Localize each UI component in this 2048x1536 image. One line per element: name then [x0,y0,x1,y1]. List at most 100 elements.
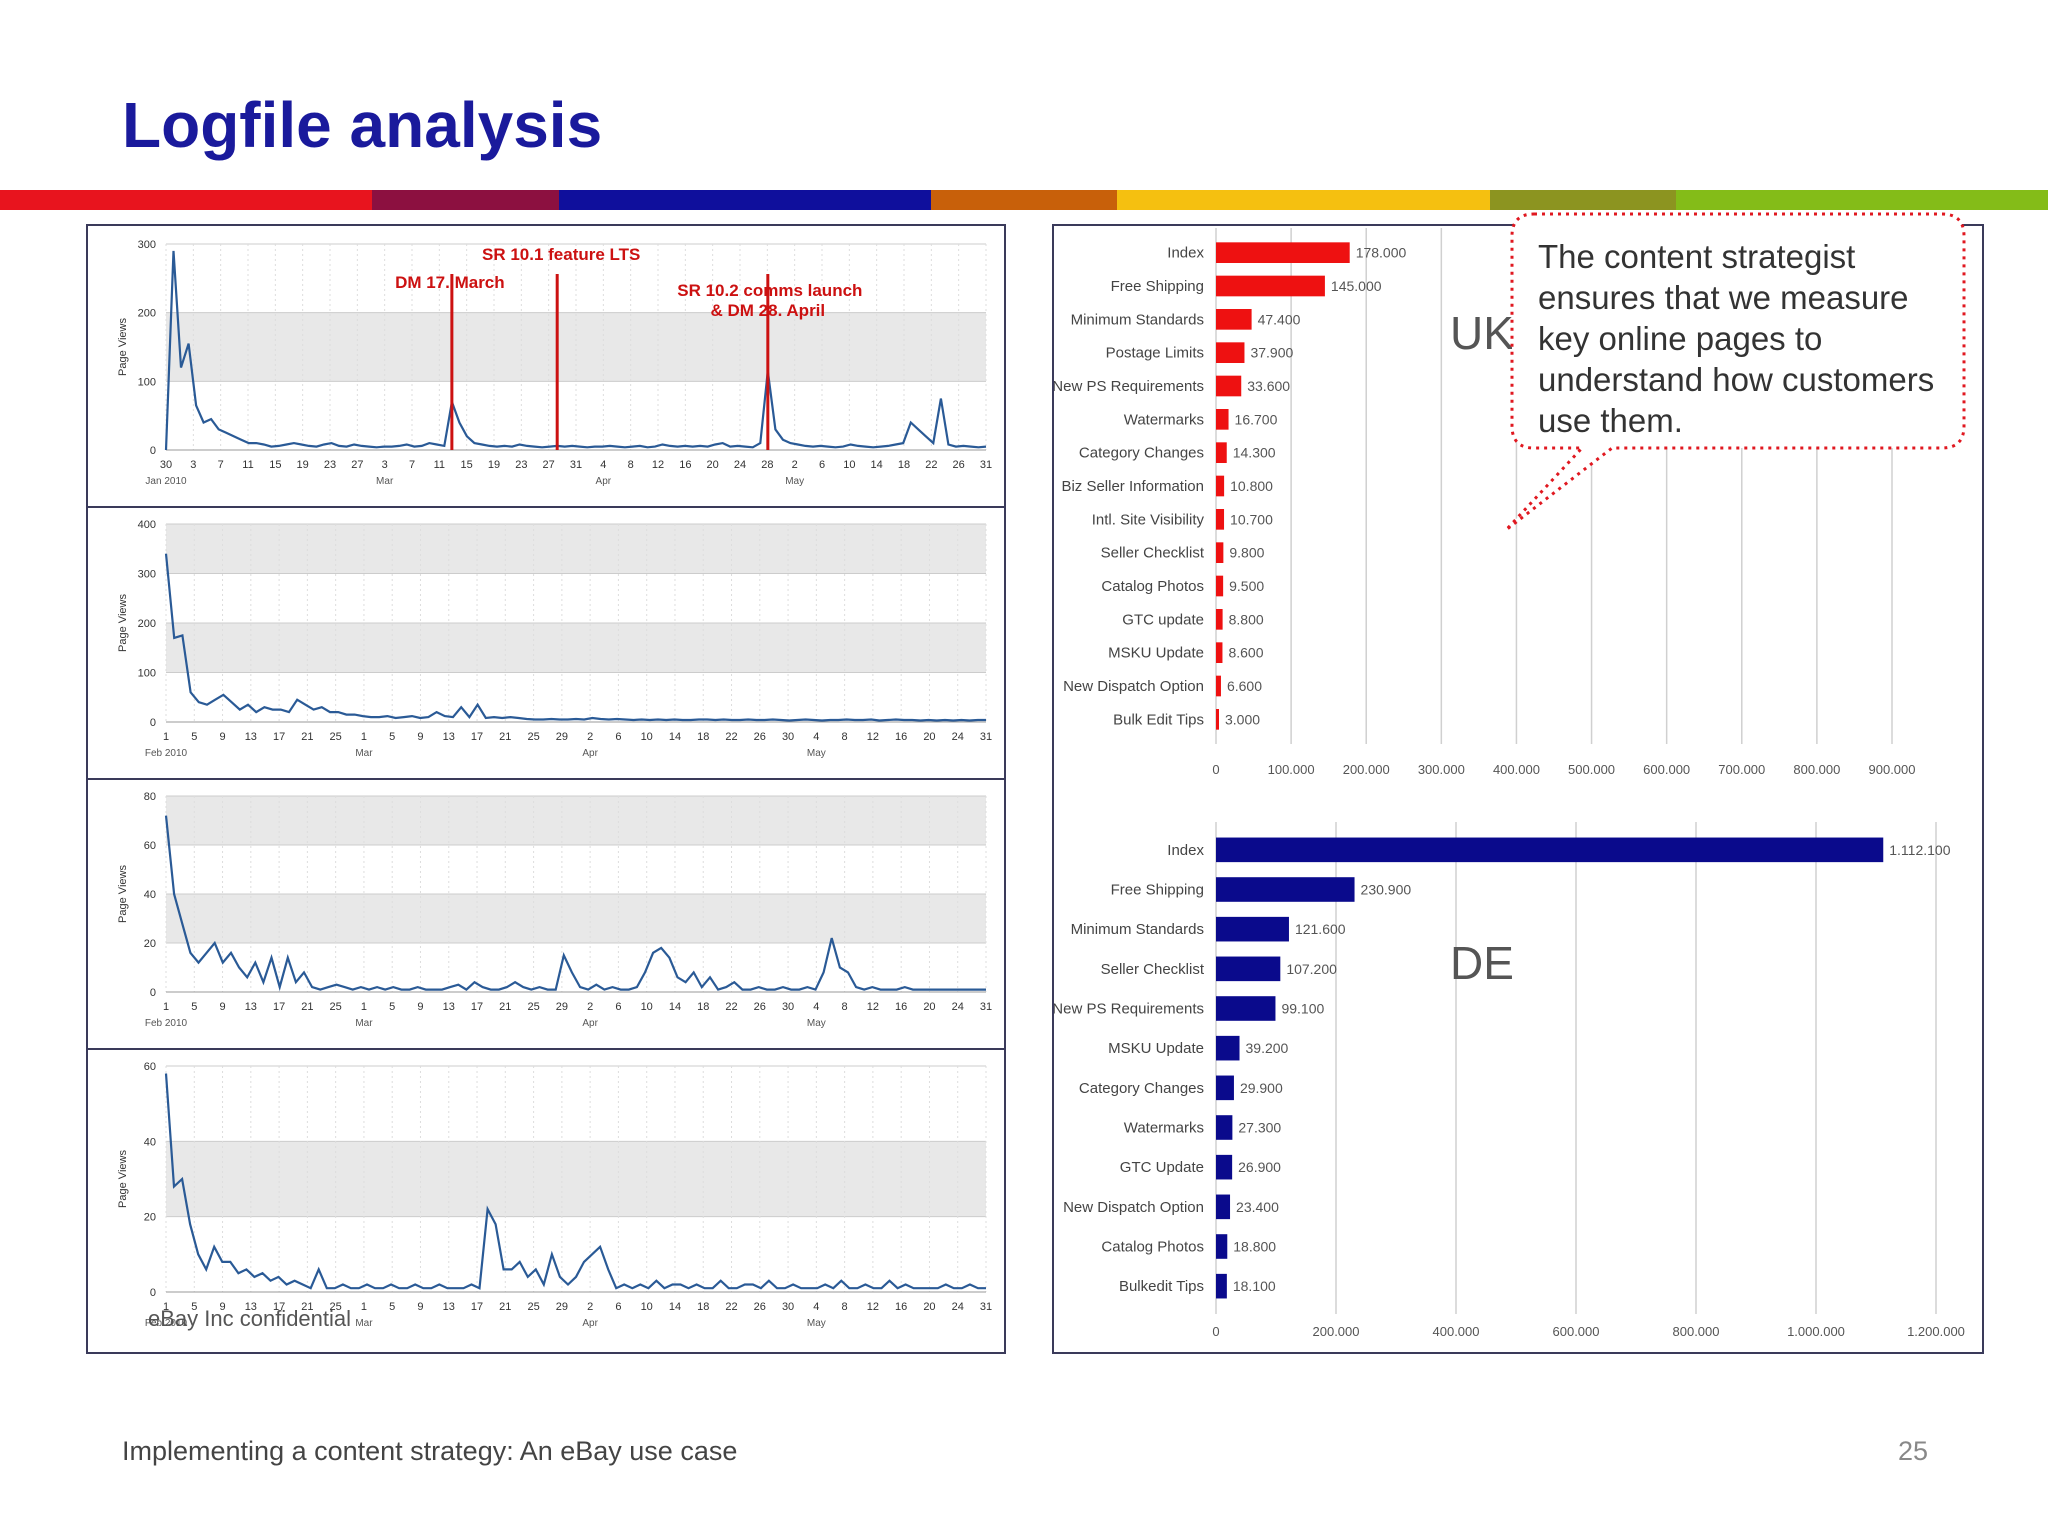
x-tick-label: 24 [952,1301,964,1313]
x-tick-label: 25 [527,731,539,743]
y-tick-label: 40 [144,1136,156,1148]
x-tick-label: 8 [628,459,634,471]
bar [1216,1273,1227,1299]
slide-title: Logfile analysis [122,89,603,161]
x-tick-label: 14 [669,1001,681,1013]
x-tick-label: 30 [782,731,794,743]
y-tick-label: 0 [150,1287,156,1299]
color-stripe [0,190,2048,210]
month-label: Apr [582,1318,598,1329]
y-tick-label: 400 [138,519,156,531]
x-tick-label: 9 [219,1001,225,1013]
x-tick-label: 20 [707,459,719,471]
x-tick-label: 22 [725,731,737,743]
category-label: Watermarks [1124,411,1204,428]
x-tick-label: 26 [953,459,965,471]
value-label: 26.900 [1238,1159,1281,1175]
value-label: 3.000 [1225,711,1260,727]
x-tick-label: 12 [867,1301,879,1313]
x-tick-label: 400.000 [1433,1324,1480,1339]
x-tick-label: 7 [409,459,415,471]
chart-divider [88,1048,1004,1050]
x-tick-label: 10 [641,1001,653,1013]
category-label: New PS Requirements [1054,378,1204,395]
x-tick-label: 17 [273,1001,285,1013]
bar [1216,1234,1228,1259]
x-tick-label: 30 [160,459,172,471]
x-tick-label: 500.000 [1568,762,1615,777]
x-tick-label: 23 [324,459,336,471]
category-label: Biz Seller Information [1061,478,1204,495]
category-label: Seller Checklist [1101,545,1205,562]
bar [1216,509,1225,530]
x-tick-label: 12 [867,1001,879,1013]
bar [1216,1154,1233,1180]
x-tick-label: 5 [191,731,197,743]
x-tick-label: 300.000 [1418,762,1465,777]
month-label: Apr [596,476,612,487]
category-label: Index [1167,245,1204,262]
category-label: Bulk Edit Tips [1113,711,1204,728]
x-tick-label: 29 [556,1001,568,1013]
x-tick-label: 13 [443,731,455,743]
x-tick-label: 18 [697,1001,709,1013]
category-label: Catalog Photos [1101,1239,1204,1256]
bar [1216,1194,1231,1220]
y-tick-label: 300 [138,569,156,581]
stripe-segment [558,190,745,210]
x-tick-label: 14 [871,459,883,471]
x-tick-label: 31 [980,1001,992,1013]
value-label: 99.100 [1281,1001,1324,1017]
y-axis-label: Page Views [117,865,129,923]
x-tick-label: 9 [219,1301,225,1313]
y-tick-label: 60 [144,840,156,852]
bar [1216,475,1225,497]
stripe-segment [1489,190,1676,210]
bar [1216,1075,1234,1101]
x-tick-label: 4 [600,459,606,471]
x-tick-label: 30 [782,1001,794,1013]
bar [1216,242,1350,263]
x-tick-label: 21 [499,1001,511,1013]
x-tick-label: 27 [351,459,363,471]
category-label: MSKU Update [1108,1040,1204,1057]
x-tick-label: 700.000 [1718,762,1765,777]
value-label: 8.800 [1229,611,1264,627]
category-label: New Dispatch Option [1063,1199,1204,1216]
category-label: GTC update [1122,611,1204,628]
month-label: May [807,1318,826,1329]
y-axis-label: Page Views [117,1150,129,1208]
y-tick-label: 100 [138,668,156,680]
x-tick-label: 8 [842,1001,848,1013]
x-tick-label: 22 [925,459,937,471]
x-tick-label: 100.000 [1268,762,1315,777]
chart-divider [88,506,1004,508]
x-tick-label: 15 [461,459,473,471]
x-tick-label: 18 [697,1301,709,1313]
series-line [164,1073,986,1290]
x-tick-label: 6 [615,1301,621,1313]
page-number: 25 [1898,1436,1929,1466]
x-tick-label: 11 [434,459,445,471]
bar [1216,1115,1233,1140]
x-tick-label: 1.000.000 [1787,1324,1845,1339]
value-label: 6.600 [1227,678,1262,694]
x-tick-label: 21 [499,1301,511,1313]
x-tick-label: 0 [1212,762,1219,777]
bar [1216,837,1884,863]
x-tick-label: 19 [488,459,500,471]
value-label: 18.800 [1233,1239,1276,1255]
x-tick-label: 13 [443,1301,455,1313]
stripe-segment [1303,190,1490,210]
x-tick-label: 4 [813,1301,819,1313]
x-tick-label: 2 [792,459,798,471]
x-tick-label: 31 [570,459,582,471]
plot-band [166,796,986,845]
value-label: 1.112.100 [1889,842,1950,858]
x-tick-label: 1 [163,1301,169,1313]
y-tick-label: 0 [150,445,156,457]
x-tick-label: 9 [417,731,423,743]
stripe-segment [930,190,1118,210]
annotation-label: DM 17. March [395,273,505,292]
plot-band [166,312,986,382]
